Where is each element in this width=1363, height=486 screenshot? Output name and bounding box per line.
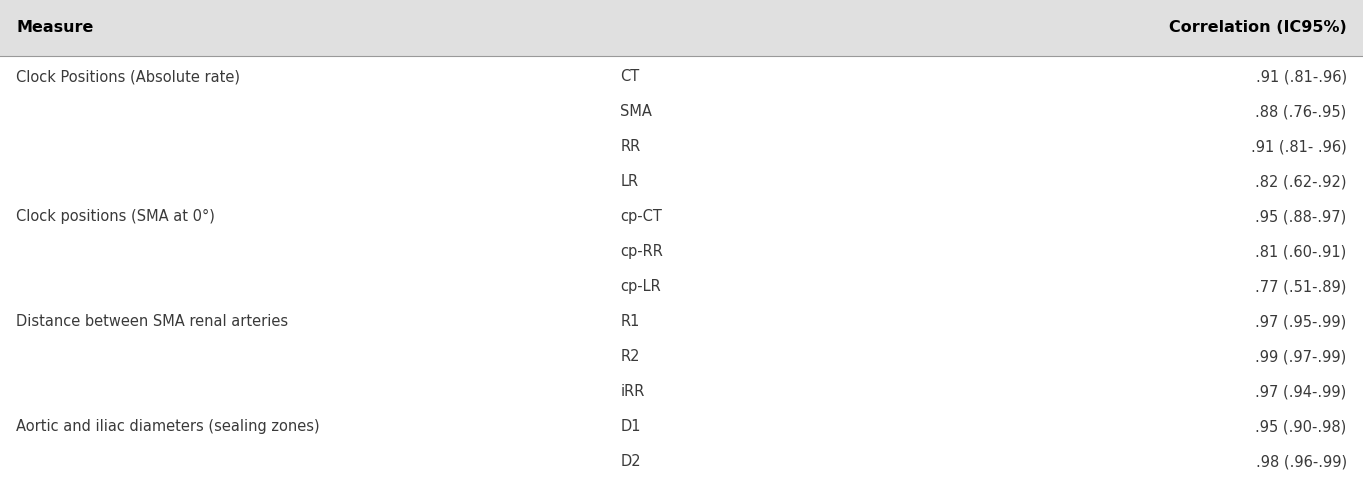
- Text: .95 (.90-.98): .95 (.90-.98): [1255, 419, 1347, 434]
- Text: R2: R2: [620, 349, 639, 364]
- Text: .97 (.94-.99): .97 (.94-.99): [1255, 384, 1347, 399]
- Text: .88 (.76-.95): .88 (.76-.95): [1255, 104, 1347, 120]
- Text: .81 (.60-.91): .81 (.60-.91): [1255, 244, 1347, 260]
- Text: Distance between SMA renal arteries: Distance between SMA renal arteries: [16, 314, 289, 330]
- Text: .95 (.88-.97): .95 (.88-.97): [1255, 209, 1347, 225]
- Text: iRR: iRR: [620, 384, 645, 399]
- Text: .99 (.97-.99): .99 (.97-.99): [1255, 349, 1347, 364]
- Text: D2: D2: [620, 454, 641, 469]
- Text: Correlation (IC95%): Correlation (IC95%): [1169, 20, 1347, 35]
- Text: cp-CT: cp-CT: [620, 209, 662, 225]
- Text: Clock positions (SMA at 0°): Clock positions (SMA at 0°): [16, 209, 215, 225]
- Bar: [0, 0, 1363, 56]
- Text: cp-RR: cp-RR: [620, 244, 662, 260]
- Text: RR: RR: [620, 139, 641, 155]
- Text: R1: R1: [620, 314, 639, 330]
- Text: LR: LR: [620, 174, 638, 190]
- Text: .91 (.81-.96): .91 (.81-.96): [1255, 69, 1347, 85]
- Text: .82 (.62-.92): .82 (.62-.92): [1255, 174, 1347, 190]
- Text: .91 (.81- .96): .91 (.81- .96): [1251, 139, 1347, 155]
- Text: CT: CT: [620, 69, 639, 85]
- Text: D1: D1: [620, 419, 641, 434]
- Text: Clock Positions (Absolute rate): Clock Positions (Absolute rate): [16, 69, 240, 85]
- Text: .77 (.51-.89): .77 (.51-.89): [1255, 279, 1347, 295]
- Text: Measure: Measure: [16, 20, 94, 35]
- Text: .98 (.96-.99): .98 (.96-.99): [1255, 454, 1347, 469]
- Text: SMA: SMA: [620, 104, 652, 120]
- Text: .97 (.95-.99): .97 (.95-.99): [1255, 314, 1347, 330]
- Text: Aortic and iliac diameters (sealing zones): Aortic and iliac diameters (sealing zone…: [16, 419, 320, 434]
- Text: cp-LR: cp-LR: [620, 279, 661, 295]
